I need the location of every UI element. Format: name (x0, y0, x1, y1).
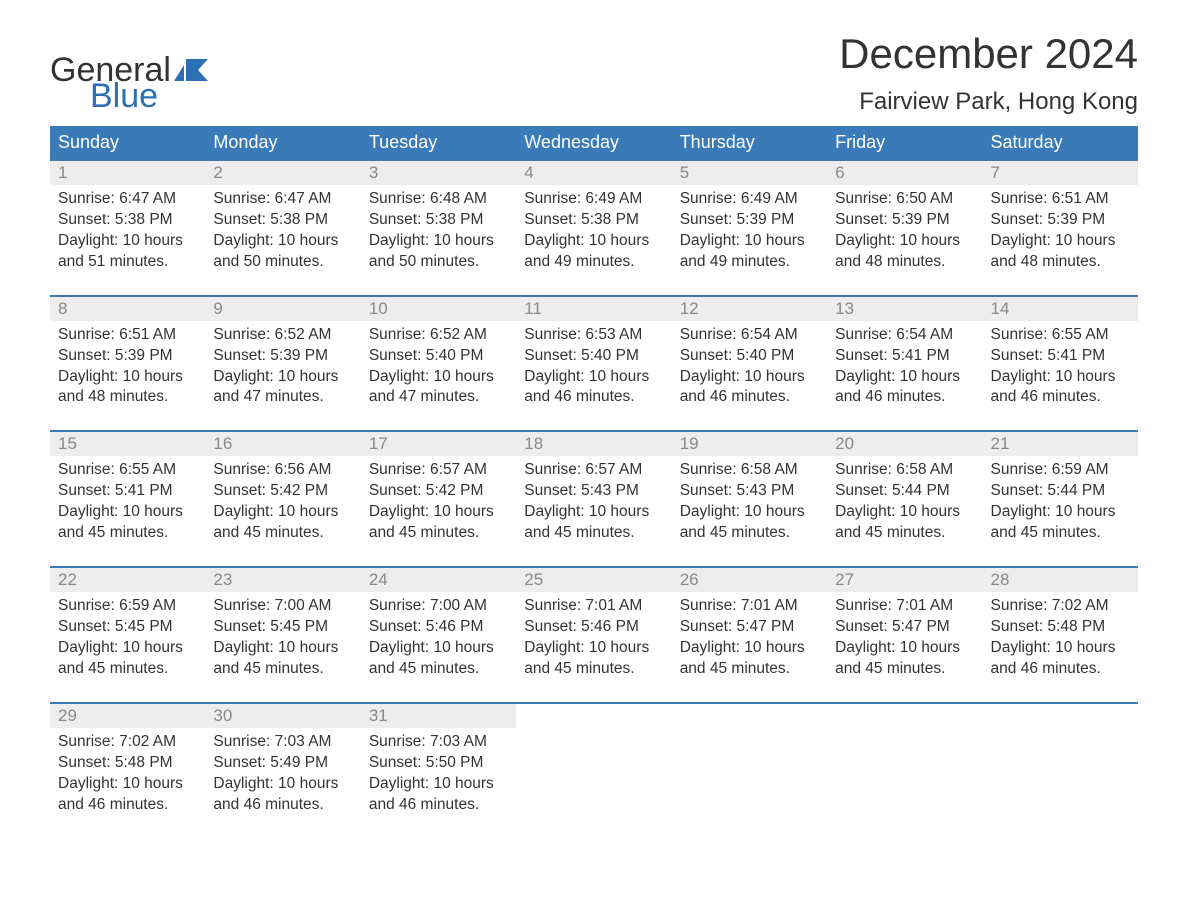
day-data-cell (672, 728, 827, 838)
day-number-cell: 18 (516, 431, 671, 456)
col-monday: Monday (205, 126, 360, 160)
day-data-row: Sunrise: 6:51 AMSunset: 5:39 PMDaylight:… (50, 321, 1138, 432)
page-title: December 2024 (839, 30, 1138, 78)
day-data-cell (827, 728, 982, 838)
day-data-cell: Sunrise: 6:57 AMSunset: 5:42 PMDaylight:… (361, 456, 516, 567)
col-tuesday: Tuesday (361, 126, 516, 160)
day-number-cell: 20 (827, 431, 982, 456)
day-data-cell: Sunrise: 6:48 AMSunset: 5:38 PMDaylight:… (361, 185, 516, 296)
logo-word-2: Blue (90, 80, 211, 112)
day-data-cell: Sunrise: 6:55 AMSunset: 5:41 PMDaylight:… (50, 456, 205, 567)
day-number-cell: 2 (205, 160, 360, 185)
day-number-cell: 27 (827, 567, 982, 592)
col-thursday: Thursday (672, 126, 827, 160)
day-data-row: Sunrise: 6:59 AMSunset: 5:45 PMDaylight:… (50, 592, 1138, 703)
day-data-cell: Sunrise: 6:55 AMSunset: 5:41 PMDaylight:… (983, 321, 1138, 432)
day-number-cell: 24 (361, 567, 516, 592)
day-data-cell: Sunrise: 6:52 AMSunset: 5:39 PMDaylight:… (205, 321, 360, 432)
title-block: December 2024 Fairview Park, Hong Kong (839, 30, 1138, 116)
day-number-cell (827, 703, 982, 728)
day-data-cell: Sunrise: 6:51 AMSunset: 5:39 PMDaylight:… (50, 321, 205, 432)
day-number-cell: 29 (50, 703, 205, 728)
day-data-row: Sunrise: 6:47 AMSunset: 5:38 PMDaylight:… (50, 185, 1138, 296)
day-data-cell: Sunrise: 6:59 AMSunset: 5:45 PMDaylight:… (50, 592, 205, 703)
day-data-cell: Sunrise: 6:58 AMSunset: 5:44 PMDaylight:… (827, 456, 982, 567)
col-sunday: Sunday (50, 126, 205, 160)
logo: General Blue (50, 30, 211, 113)
day-data-cell: Sunrise: 7:00 AMSunset: 5:46 PMDaylight:… (361, 592, 516, 703)
day-data-cell: Sunrise: 6:53 AMSunset: 5:40 PMDaylight:… (516, 321, 671, 432)
day-data-cell: Sunrise: 6:49 AMSunset: 5:39 PMDaylight:… (672, 185, 827, 296)
day-number-cell: 6 (827, 160, 982, 185)
day-data-cell: Sunrise: 7:03 AMSunset: 5:50 PMDaylight:… (361, 728, 516, 838)
day-data-cell: Sunrise: 6:56 AMSunset: 5:42 PMDaylight:… (205, 456, 360, 567)
day-data-row: Sunrise: 7:02 AMSunset: 5:48 PMDaylight:… (50, 728, 1138, 838)
day-data-cell (516, 728, 671, 838)
day-data-cell: Sunrise: 7:03 AMSunset: 5:49 PMDaylight:… (205, 728, 360, 838)
day-number-row: 1234567 (50, 160, 1138, 185)
location-subtitle: Fairview Park, Hong Kong (839, 88, 1138, 116)
day-data-cell: Sunrise: 6:54 AMSunset: 5:40 PMDaylight:… (672, 321, 827, 432)
day-data-cell: Sunrise: 7:00 AMSunset: 5:45 PMDaylight:… (205, 592, 360, 703)
day-data-cell: Sunrise: 7:02 AMSunset: 5:48 PMDaylight:… (983, 592, 1138, 703)
day-number-cell: 23 (205, 567, 360, 592)
day-data-cell: Sunrise: 6:54 AMSunset: 5:41 PMDaylight:… (827, 321, 982, 432)
day-number-cell: 10 (361, 296, 516, 321)
col-wednesday: Wednesday (516, 126, 671, 160)
day-number-cell: 1 (50, 160, 205, 185)
day-number-cell: 14 (983, 296, 1138, 321)
day-number-cell: 12 (672, 296, 827, 321)
day-number-cell: 5 (672, 160, 827, 185)
day-number-row: 22232425262728 (50, 567, 1138, 592)
day-number-row: 891011121314 (50, 296, 1138, 321)
day-number-cell: 16 (205, 431, 360, 456)
col-saturday: Saturday (983, 126, 1138, 160)
day-number-cell: 19 (672, 431, 827, 456)
day-number-cell: 30 (205, 703, 360, 728)
weekday-header-row: Sunday Monday Tuesday Wednesday Thursday… (50, 126, 1138, 160)
day-number-cell (672, 703, 827, 728)
day-number-cell: 15 (50, 431, 205, 456)
calendar-table: Sunday Monday Tuesday Wednesday Thursday… (50, 126, 1138, 837)
day-data-cell: Sunrise: 6:49 AMSunset: 5:38 PMDaylight:… (516, 185, 671, 296)
col-friday: Friday (827, 126, 982, 160)
day-data-cell: Sunrise: 6:47 AMSunset: 5:38 PMDaylight:… (205, 185, 360, 296)
day-data-cell: Sunrise: 7:02 AMSunset: 5:48 PMDaylight:… (50, 728, 205, 838)
day-number-cell (516, 703, 671, 728)
day-number-cell: 3 (361, 160, 516, 185)
day-number-cell: 8 (50, 296, 205, 321)
day-data-cell (983, 728, 1138, 838)
day-data-cell: Sunrise: 6:47 AMSunset: 5:38 PMDaylight:… (50, 185, 205, 296)
header: General Blue December 2024 Fairview Park… (50, 30, 1138, 116)
day-data-cell: Sunrise: 6:52 AMSunset: 5:40 PMDaylight:… (361, 321, 516, 432)
day-number-cell: 22 (50, 567, 205, 592)
day-number-cell: 31 (361, 703, 516, 728)
day-number-cell: 13 (827, 296, 982, 321)
day-number-cell (983, 703, 1138, 728)
day-data-cell: Sunrise: 6:50 AMSunset: 5:39 PMDaylight:… (827, 185, 982, 296)
day-number-cell: 9 (205, 296, 360, 321)
calendar-body: 1234567Sunrise: 6:47 AMSunset: 5:38 PMDa… (50, 160, 1138, 837)
day-data-cell: Sunrise: 7:01 AMSunset: 5:47 PMDaylight:… (827, 592, 982, 703)
day-number-cell: 25 (516, 567, 671, 592)
day-data-row: Sunrise: 6:55 AMSunset: 5:41 PMDaylight:… (50, 456, 1138, 567)
day-data-cell: Sunrise: 7:01 AMSunset: 5:47 PMDaylight:… (672, 592, 827, 703)
day-number-cell: 28 (983, 567, 1138, 592)
day-data-cell: Sunrise: 6:58 AMSunset: 5:43 PMDaylight:… (672, 456, 827, 567)
day-data-cell: Sunrise: 6:51 AMSunset: 5:39 PMDaylight:… (983, 185, 1138, 296)
day-data-cell: Sunrise: 6:59 AMSunset: 5:44 PMDaylight:… (983, 456, 1138, 567)
day-number-cell: 26 (672, 567, 827, 592)
day-number-row: 293031 (50, 703, 1138, 728)
day-number-cell: 17 (361, 431, 516, 456)
day-number-row: 15161718192021 (50, 431, 1138, 456)
day-number-cell: 4 (516, 160, 671, 185)
day-data-cell: Sunrise: 7:01 AMSunset: 5:46 PMDaylight:… (516, 592, 671, 703)
day-data-cell: Sunrise: 6:57 AMSunset: 5:43 PMDaylight:… (516, 456, 671, 567)
day-number-cell: 11 (516, 296, 671, 321)
day-number-cell: 21 (983, 431, 1138, 456)
day-number-cell: 7 (983, 160, 1138, 185)
